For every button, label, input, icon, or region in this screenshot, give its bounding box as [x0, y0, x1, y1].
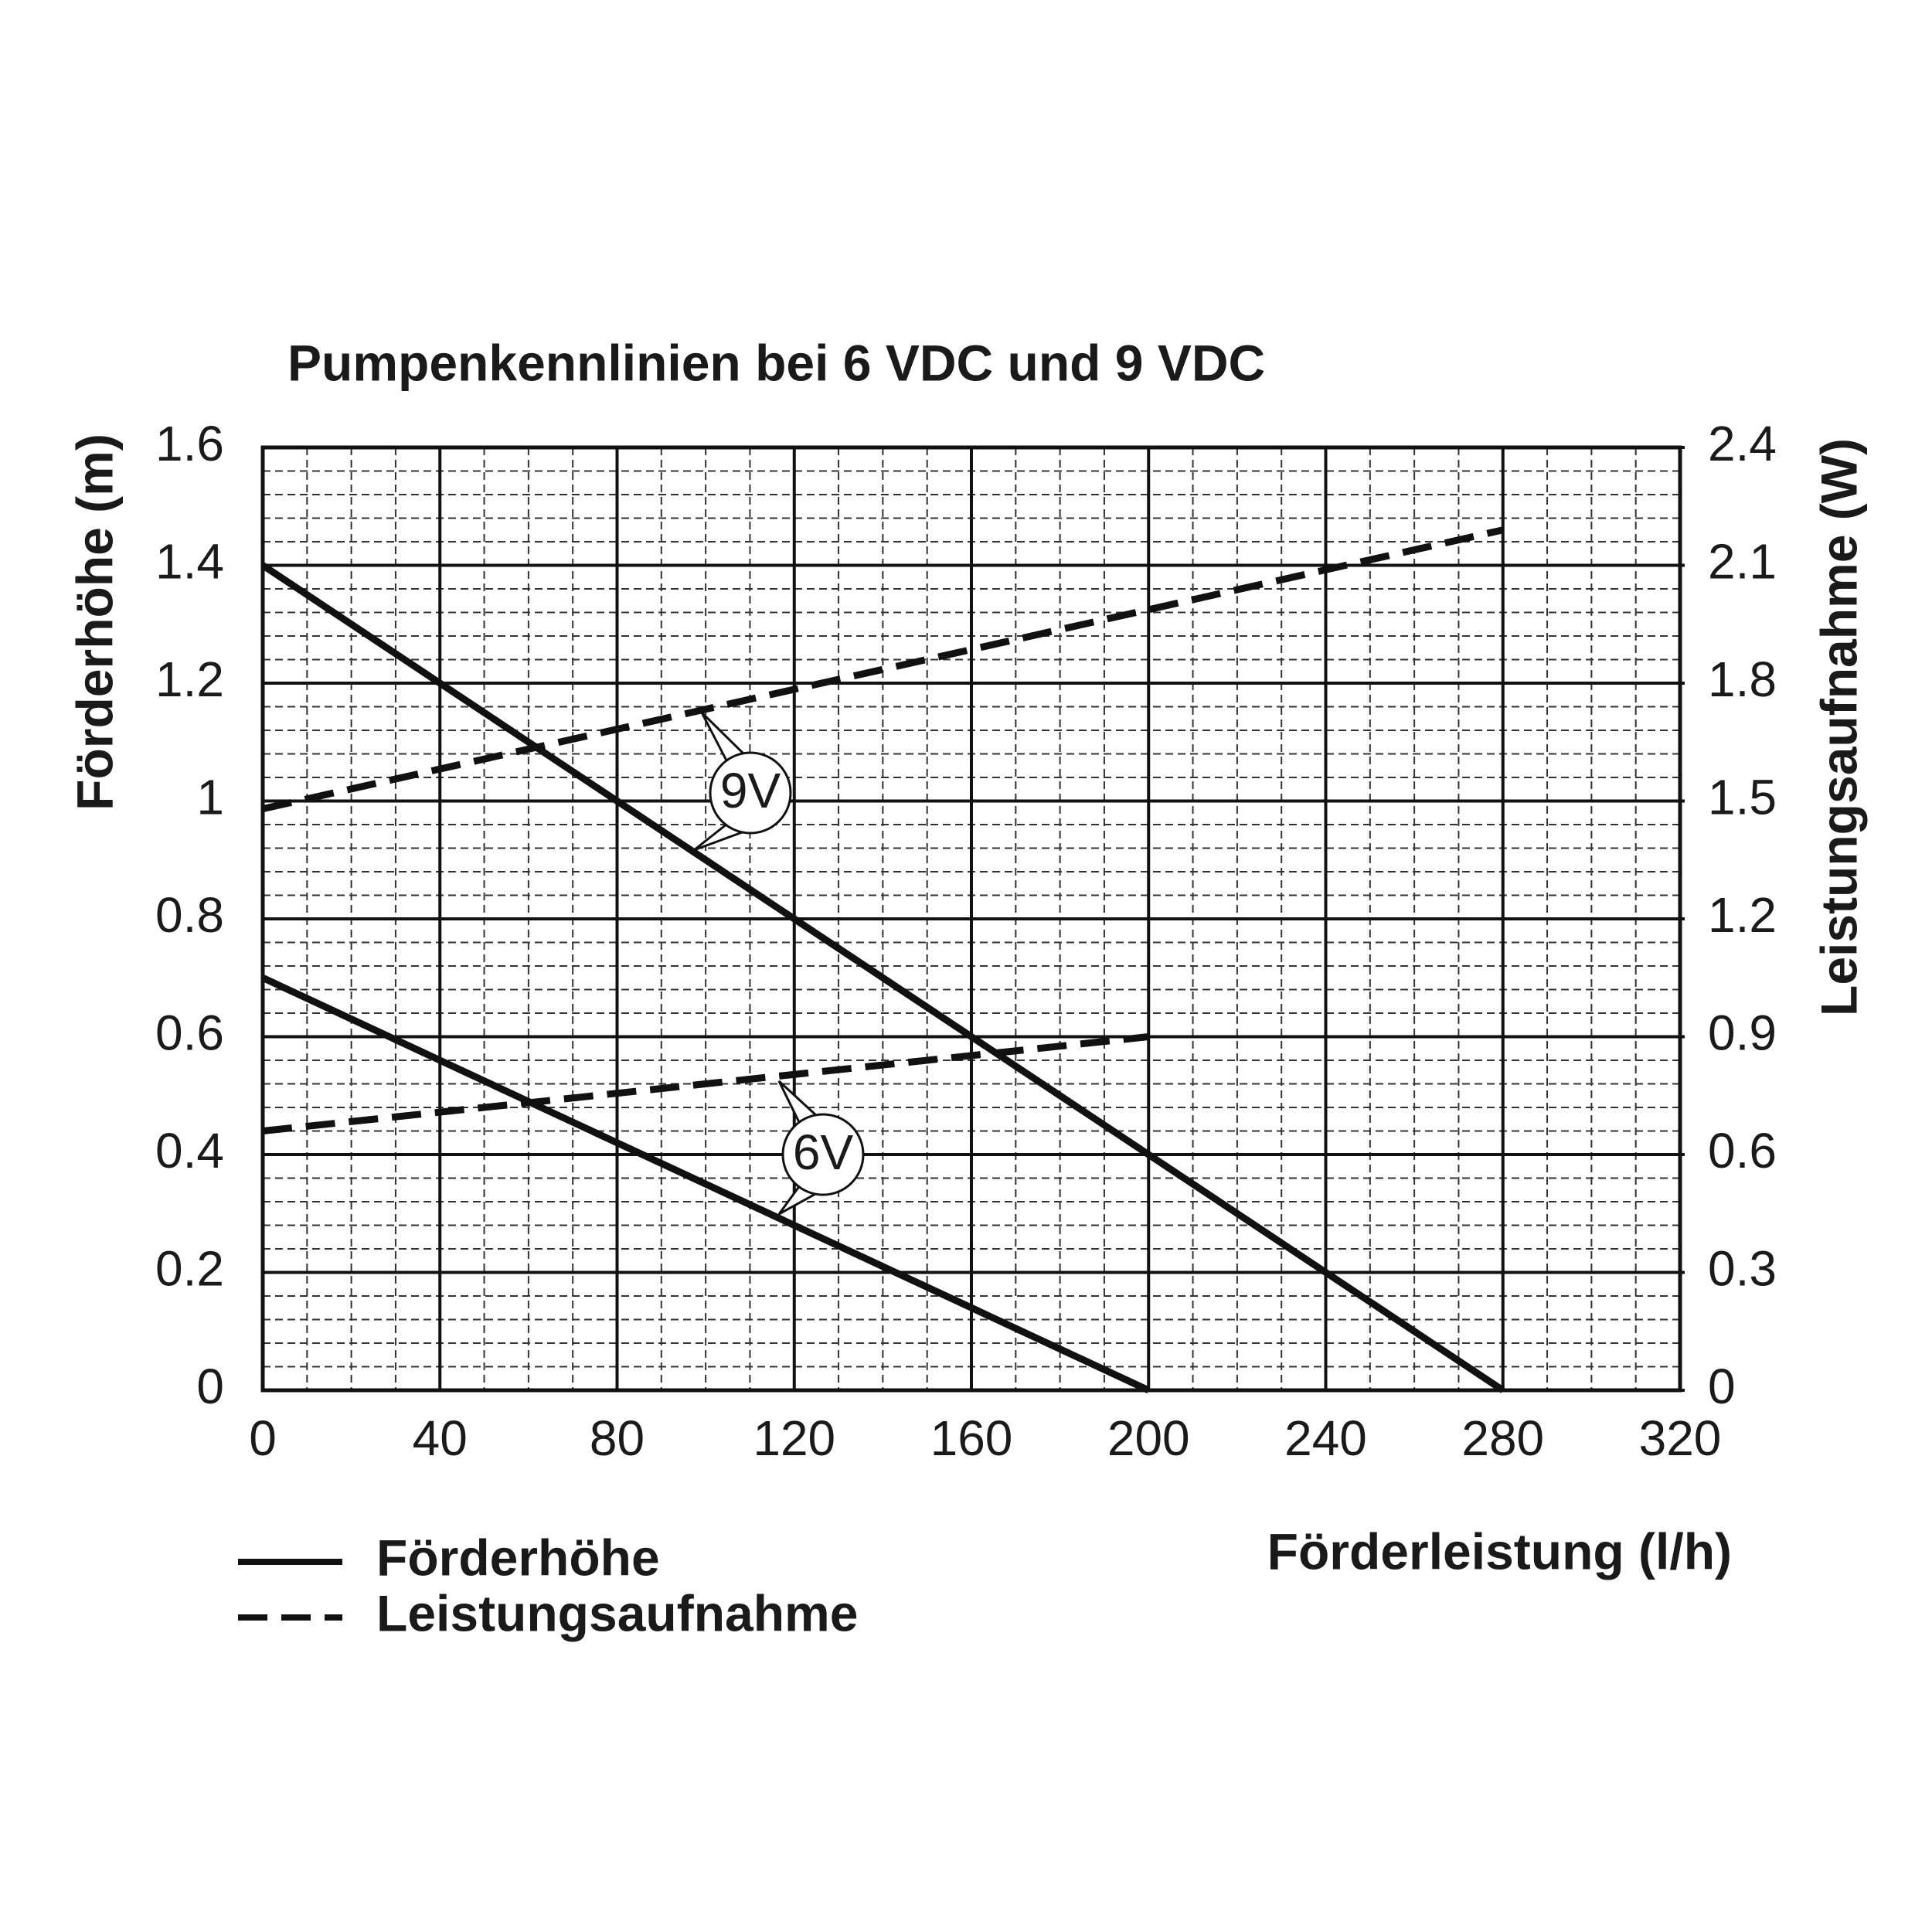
y-tick-label: 1	[196, 769, 224, 825]
series-line	[262, 526, 1504, 813]
y-tick-label: 0.6	[155, 1005, 224, 1060]
x-tick-label: 40	[413, 1410, 468, 1466]
annotation: 9V	[720, 763, 781, 818]
x-tick-label: 80	[590, 1410, 645, 1466]
y-tick-label: 1.6	[155, 416, 224, 471]
y-tick-label: 0.2	[155, 1240, 224, 1296]
callout-bubble	[709, 751, 792, 835]
series-line	[262, 1033, 1149, 1134]
x-tick-label: 280	[1461, 1410, 1544, 1466]
y2-tick-label: 1.8	[1708, 651, 1777, 707]
y2-axis-title: Leistungsaufnahme (W)	[1810, 438, 1867, 1016]
y2-tick-label: 1.2	[1708, 887, 1777, 943]
y2-tick-label: 0	[1708, 1359, 1736, 1414]
y2-tick-label: 0.6	[1708, 1123, 1777, 1179]
x-tick-label: 320	[1639, 1410, 1722, 1466]
x-tick-label: 120	[753, 1410, 835, 1466]
y2-tick-label: 0.9	[1708, 1005, 1777, 1060]
chart-title: Pumpenkennlinien bei 6 VDC und 9 VDC	[287, 334, 1265, 391]
x-tick-label: 160	[930, 1410, 1013, 1466]
y-tick-label: 0.4	[155, 1123, 224, 1179]
y-tick-label: 1.4	[155, 533, 224, 589]
y-tick-label: 1.2	[155, 651, 224, 707]
y2-tick-label: 1.5	[1708, 769, 1777, 825]
series-line	[261, 975, 1151, 1394]
y-tick-label: 0.8	[155, 887, 224, 943]
y-tick-label: 0	[196, 1359, 224, 1414]
legend-label: Leistungsaufnahme	[376, 1584, 858, 1641]
x-tick-label: 240	[1284, 1410, 1367, 1466]
y2-tick-label: 2.4	[1708, 416, 1777, 471]
x-tick-label: 0	[249, 1410, 277, 1466]
x-axis-title: Förderleistung (l/h)	[1267, 1522, 1732, 1580]
y-axis-title: Förderhöhe (m)	[66, 434, 123, 811]
x-tick-label: 200	[1107, 1410, 1190, 1466]
annotation: 6V	[793, 1124, 854, 1180]
y2-tick-label: 0.3	[1708, 1240, 1777, 1296]
y2-tick-label: 2.1	[1708, 533, 1777, 589]
series-line	[260, 562, 1505, 1393]
callout-bubble	[781, 1113, 865, 1196]
legend-label: Förderhöhe	[376, 1529, 660, 1586]
plot-frame	[260, 445, 1682, 1393]
